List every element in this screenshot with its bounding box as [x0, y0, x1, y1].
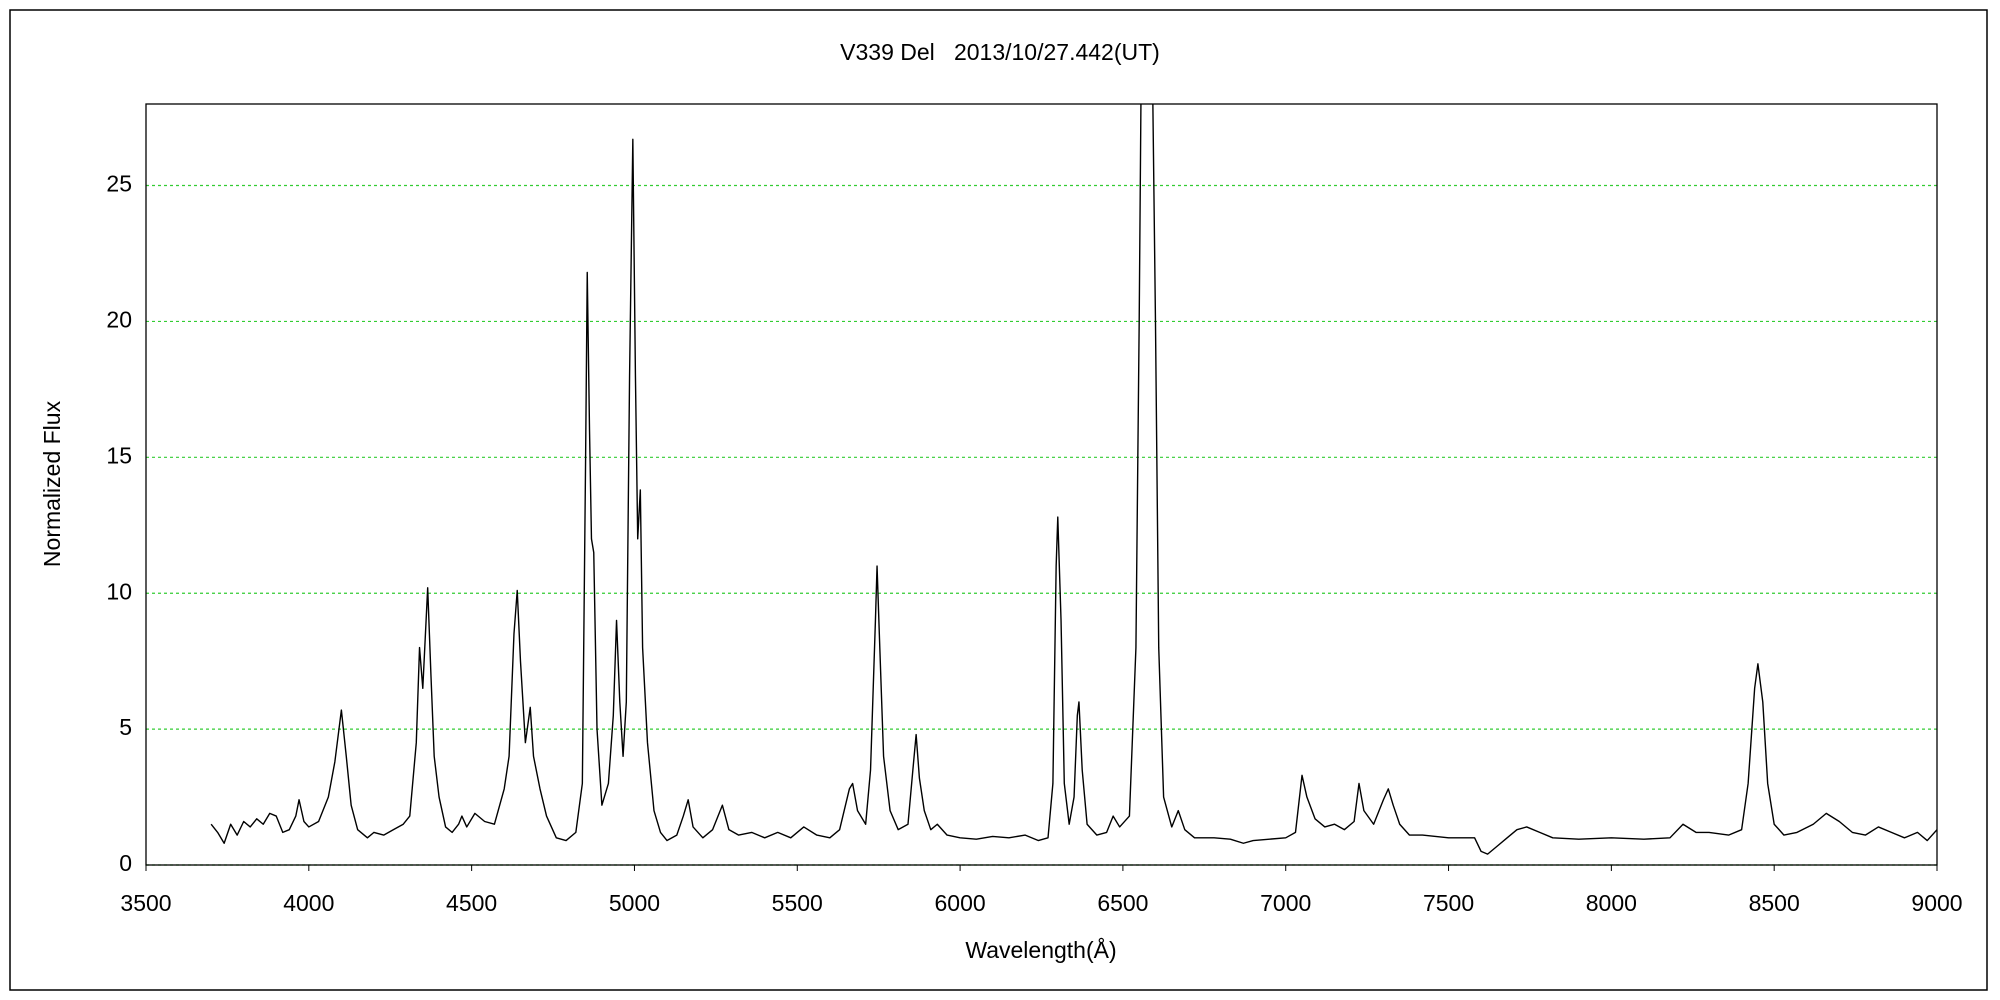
x-tick-label: 6500: [1097, 890, 1148, 916]
x-tick-label: 3500: [120, 890, 171, 916]
x-tick-label: 8500: [1749, 890, 1800, 916]
y-tick-label: 15: [106, 442, 132, 468]
x-tick-label: 6000: [935, 890, 986, 916]
x-tick-label: 4000: [283, 890, 334, 916]
x-tick-label: 7500: [1423, 890, 1474, 916]
y-axis-label: Normalized Flux: [39, 400, 65, 567]
outer-frame: [9, 9, 1988, 991]
y-tick-label: 5: [119, 714, 132, 740]
spectrum-line: [210, 104, 1937, 855]
x-tick-label: 5500: [772, 890, 823, 916]
y-tick-label: 20: [106, 307, 132, 333]
x-axis-label: Wavelength(Å): [965, 936, 1116, 963]
x-tick-label: 5000: [609, 890, 660, 916]
x-tick-label: 9000: [1911, 890, 1962, 916]
y-tick-label: 10: [106, 578, 132, 604]
x-tick-label: 7000: [1260, 890, 1311, 916]
x-tick-label: 8000: [1586, 890, 1637, 916]
x-tick-label: 4500: [446, 890, 497, 916]
plot-frame: [145, 103, 1938, 866]
chart-title: V339 Del 2013/10/27.442(UT): [840, 39, 1160, 65]
y-tick-label: 25: [106, 171, 132, 197]
y-tick-label: 0: [119, 850, 132, 876]
